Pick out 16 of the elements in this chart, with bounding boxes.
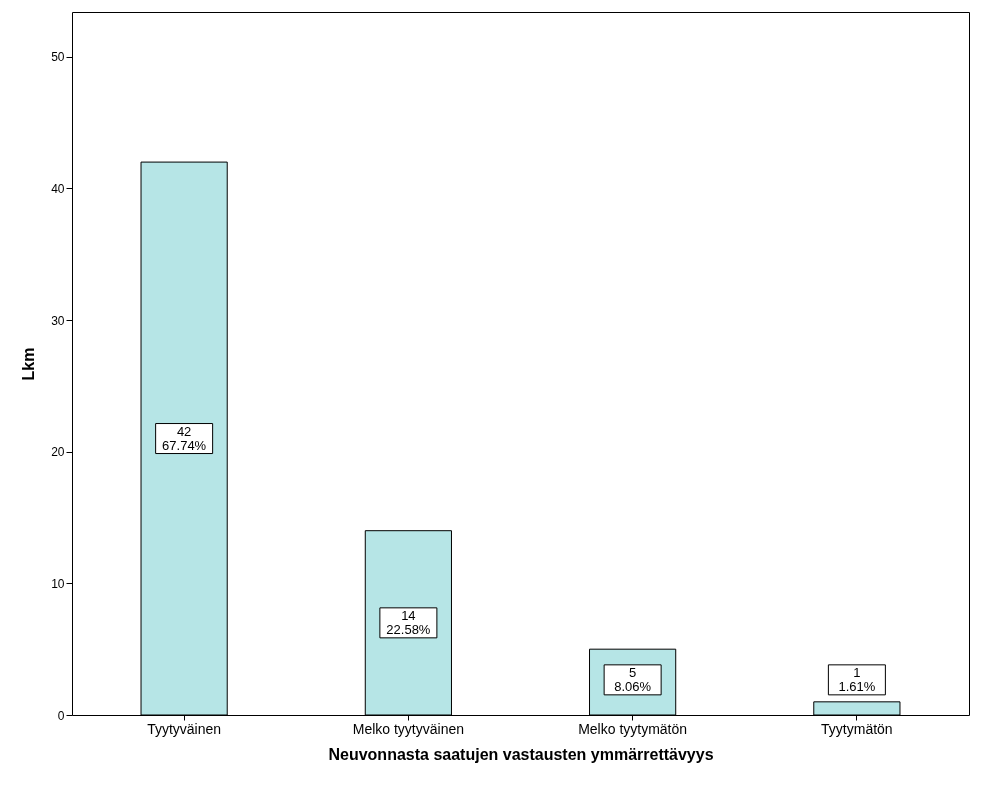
y-tick-label: 10 <box>51 576 65 591</box>
data-label: 5 8.06% <box>614 664 652 694</box>
x-axis-title: Neuvonnasta saatujen vastausten ymmärrettävyys <box>328 745 714 763</box>
data-label: 14 22.58% <box>386 607 431 637</box>
x-tick-label: Tyytymätön <box>821 720 893 737</box>
y-tick-label: 0 <box>57 708 65 723</box>
x-tick-label: Tyytyväinen <box>147 720 222 737</box>
data-label: 1 1.61% <box>838 664 876 694</box>
y-axis-title: Lkm <box>20 347 38 381</box>
x-tick-label: Melko tyytymätön <box>578 720 688 737</box>
data-label: 42 67.74% <box>162 423 207 453</box>
y-tick-label: 30 <box>51 313 65 328</box>
y-tick-label: 40 <box>51 181 65 196</box>
y-tick-label: 50 <box>51 50 65 65</box>
y-tick-label: 20 <box>51 445 65 460</box>
x-tick-label: Melko tyytyväinen <box>352 720 465 737</box>
